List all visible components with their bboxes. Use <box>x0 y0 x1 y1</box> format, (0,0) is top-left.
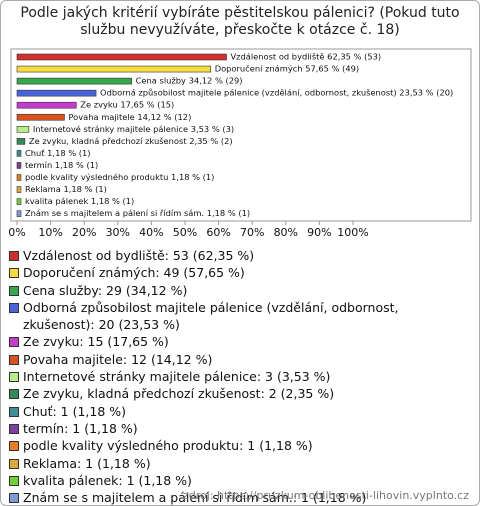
legend-item: Doporučení známých: 49 (57,65 %) <box>9 264 471 281</box>
bar-label: termín 1,18 % (1) <box>25 160 98 170</box>
legend-swatch <box>9 406 19 417</box>
legend-label: Odborná způsobilost majitele pálenice (v… <box>23 299 399 333</box>
x-tick-label: 50% <box>173 226 197 239</box>
legend-swatch <box>9 302 19 313</box>
bar-label: Ze zvyku 17,65 % (15) <box>80 100 174 110</box>
x-tick-label: 40% <box>139 226 163 239</box>
legend-swatch <box>9 458 19 469</box>
bar-label: Ze zvyku, kladná předchozí zkušenost 2,3… <box>29 136 233 146</box>
legend-label: podle kvality výsledného produktu: 1 (1,… <box>23 438 313 454</box>
legend-label: Znám se s majitelem a pálení si řídím sá… <box>23 490 367 506</box>
legend-swatch <box>9 423 19 434</box>
bar <box>16 65 212 73</box>
legend-swatch <box>9 475 19 486</box>
legend-swatch <box>9 493 19 504</box>
x-tick-label: 20% <box>72 226 96 239</box>
legend-swatch <box>9 389 19 400</box>
bar <box>16 113 65 121</box>
legend-item: Chuť: 1 (1,18 %) <box>9 403 471 420</box>
legend-swatch <box>9 268 19 279</box>
legend-label: Ze zvyku, kladná předchozí zkušenost: 2 … <box>23 386 335 402</box>
legend-item: Internetové stránky majitele pálenice: 3… <box>9 368 471 385</box>
legend-swatch <box>9 251 19 261</box>
bar-label: Internetové stránky majitele pálenice 3,… <box>33 124 234 134</box>
bar-label: Reklama 1,18 % (1) <box>25 184 107 194</box>
legend-label: Povaha majitele: 12 (14,12 %) <box>23 351 213 367</box>
legend-swatch <box>9 372 19 383</box>
legend-item: Cena služby: 29 (34,12 %) <box>9 282 471 299</box>
bar-label: kvalita pálenek 1,18 % (1) <box>25 196 134 206</box>
bar-label: Odborná způsobilost majitele pálenice (v… <box>100 88 453 98</box>
bar-label: Vzdálenost od bydliště 62,35 % (53) <box>230 52 381 62</box>
x-tick-label: 100% <box>337 226 368 239</box>
bar-label: Chuť 1,18 % (1) <box>25 148 91 158</box>
x-tick-label: 80% <box>274 226 298 239</box>
bar-label: Znám se s majitelem a pálení si řídím sá… <box>25 208 250 218</box>
plot-frame <box>10 48 472 222</box>
chart-title: Podle jakých kritérií vybíráte pěstitels… <box>20 5 460 38</box>
legend-label: Vzdálenost od bydliště: 53 (62,35 %) <box>23 248 255 263</box>
bar-label: Cena služby 34,12 % (29) <box>136 76 243 86</box>
bar <box>16 126 30 133</box>
bar-label: Doporučení známých 57,65 % (49) <box>215 64 359 74</box>
legend-item: Reklama: 1 (1,18 %) <box>9 455 471 472</box>
bar <box>16 174 22 181</box>
legend-label: kvalita pálenek: 1 (1,18 %) <box>23 472 192 488</box>
bar-label: podle kvality výsledného produktu 1,18 %… <box>25 172 214 182</box>
legend-item: Ze zvyku: 15 (17,65 %) <box>9 333 471 350</box>
bar <box>16 186 22 193</box>
x-tick-label: 60% <box>206 226 230 239</box>
bar <box>16 89 97 97</box>
source: zdroj: https://pruzkum-oblibenosti-lihov… <box>183 489 469 502</box>
legend-label: Doporučení známých: 49 (57,65 %) <box>23 265 245 281</box>
legend-swatch <box>9 441 19 452</box>
legend-item: termín: 1 (1,18 %) <box>9 420 471 437</box>
bar-label: Povaha majitele 14,12 % (12) <box>68 112 191 122</box>
bar <box>16 53 227 61</box>
legend-item: Ze zvyku, kladná předchozí zkušenost: 2 … <box>9 385 471 402</box>
bar <box>16 198 22 205</box>
bar <box>16 77 132 85</box>
x-tick-label: 90% <box>307 226 331 239</box>
legend-label: Reklama: 1 (1,18 %) <box>23 455 151 471</box>
x-tick-label: 30% <box>106 226 130 239</box>
bar <box>16 138 26 145</box>
bar <box>16 210 22 217</box>
legend-label: termín: 1 (1,18 %) <box>23 420 138 436</box>
bar <box>16 162 22 169</box>
legend-item: kvalita pálenek: 1 (1,18 %) <box>9 472 471 489</box>
x-tick-label: 70% <box>240 226 264 239</box>
legend-item: Znám se s majitelem a pálení si řídím sá… <box>9 489 471 506</box>
legend-label: Cena služby: 29 (34,12 %) <box>23 282 188 298</box>
legend-label: Internetové stránky majitele pálenice: 3… <box>23 369 331 385</box>
bar <box>16 101 77 109</box>
legend-item: Odborná způsobilost majitele pálenice (v… <box>9 299 471 334</box>
legend-item: Vzdálenost od bydliště: 53 (62,35 %) <box>9 247 471 264</box>
x-tick-label: 10% <box>38 226 62 239</box>
legend-item: Povaha majitele: 12 (14,12 %) <box>9 351 471 368</box>
x-tick-label: 0% <box>8 226 25 239</box>
bar <box>16 150 22 157</box>
legend-label: Ze zvyku: 15 (17,65 %) <box>23 334 169 350</box>
legend-swatch <box>9 285 19 296</box>
legend-label: Chuť: 1 (1,18 %) <box>23 403 127 419</box>
legend-swatch <box>9 354 19 365</box>
legend-item: podle kvality výsledného produktu: 1 (1,… <box>9 437 471 454</box>
legend: Vzdálenost od bydliště: 53 (62,35 %) Dopo… <box>9 247 471 506</box>
chart: 0% 10% 20% 30% 40% 50% 60% 70% 80% 90% 100% Vzdálen… <box>8 48 472 239</box>
legend-swatch <box>9 337 19 348</box>
